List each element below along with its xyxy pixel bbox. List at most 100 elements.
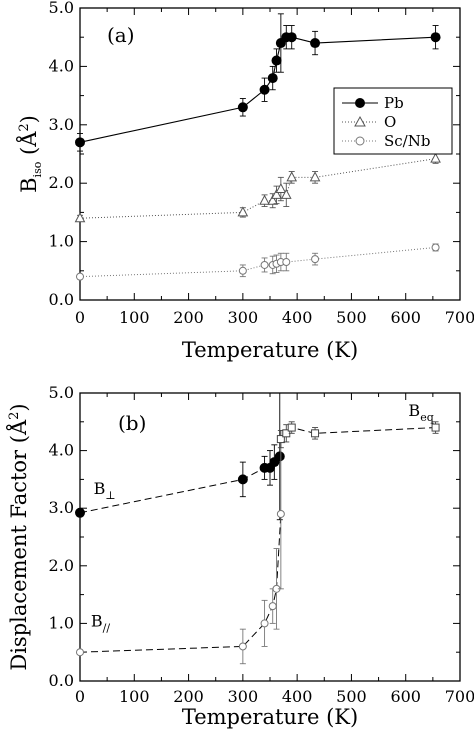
x-tick-label: 600 [390,687,421,706]
x-tick-label: 0 [75,308,85,327]
panel-a-y-label-unit: (Å [16,131,41,162]
panel-b-tag: (b) [118,411,146,435]
data-point [237,102,248,113]
data-point [238,642,247,651]
series-b- [75,392,285,521]
series-b- [76,438,285,665]
y-tick-label: 0.0 [49,290,74,309]
data-point [75,137,85,148]
panel-a-tick-labels: 0 100 200 300 400 500 600 700 0.0 1.0 2.0 3.0 4.0 5.0 [49,0,474,327]
panel-a-y-label-sup: 2 [17,123,32,131]
panel-a-y-label-main: B [17,177,41,192]
data-point [286,32,297,43]
legend-frame [333,87,453,155]
x-tick-label: 300 [228,308,259,327]
x-tick-label: 300 [228,687,259,706]
panel-b-frame [79,392,461,682]
panel-a-x-axis-label: Temperature (K) [182,338,358,362]
data-point [74,212,86,223]
legend-marker-pb [355,98,365,108]
panel-a-series [74,13,441,281]
annotation-label: Beq [408,401,433,424]
x-tick-label: 200 [173,308,204,327]
y-tick-label: 5.0 [49,383,74,402]
series-o [74,152,441,223]
x-tick-label: 400 [282,308,313,327]
y-tick-label: 1.0 [49,232,74,251]
panel-b: 0 100 200 300 400 500 600 700 0.0 1.0 2.0 3.0 4.0 5.0… [6,383,474,729]
y-tick-label: 4.0 [49,441,74,460]
panel-b-y-label-main: Displacement Factor (Å [6,419,31,671]
panel-a-tag: (a) [107,23,135,47]
data-point [287,423,296,432]
annotation-label: B// [91,611,110,634]
series-beq [276,421,440,449]
series-line [280,427,436,440]
series-line [79,158,436,219]
data-point [430,32,441,43]
panel-b-y-label-sup: 2 [7,412,22,420]
data-point [275,182,287,194]
panel-a-y-label-sub: iso [31,161,44,177]
panel-b-ticks [79,392,461,682]
panel-b-annotations: Beq B⊥ B// [91,401,434,634]
y-tick-label: 4.0 [49,56,74,75]
annotation-label: B⊥ [94,479,116,502]
data-point [430,152,441,163]
data-point [268,602,277,611]
x-tick-label: 400 [282,687,313,706]
panel-a-y-label-close: ) [17,115,41,123]
panel-b-tick-labels: 0 100 200 300 400 500 600 700 0.0 1.0 2.0 3.0 4.0 5.0 [49,383,474,706]
series-line [79,246,436,278]
data-point [431,423,440,432]
legend-marker-scnb [355,136,365,146]
data-point [271,188,282,199]
annotation-sub: eq [420,411,434,424]
series-line [79,36,436,143]
legend-label-o: O [384,113,396,131]
data-point [76,648,84,657]
panel-a-y-axis-label: Biso (Å2) [16,115,44,193]
x-tick-label: 0 [75,687,85,706]
data-point [238,266,247,275]
annotation-main: B [94,479,106,498]
data-point [271,55,282,66]
panel-b-x-axis-label: Temperature (K) [182,705,358,729]
data-point [286,171,298,182]
x-tick-label: 700 [445,687,474,706]
x-tick-label: 200 [173,687,204,706]
series-sc-nb [76,243,440,281]
y-tick-label: 3.0 [49,498,74,517]
data-point [267,194,279,205]
legend-label-scnb: Sc/Nb [384,132,430,150]
data-point [237,474,248,485]
data-point [282,258,291,267]
legend-marker-o [354,115,366,127]
x-tick-label: 100 [119,687,150,706]
panel-b-series [75,392,440,665]
data-point [274,451,285,462]
y-tick-label: 5.0 [49,0,74,17]
y-tick-label: 0.0 [49,671,74,690]
data-point [309,171,321,182]
data-point [76,272,84,281]
x-tick-label: 700 [445,308,474,327]
series-line [79,456,281,514]
annotation-main: B [91,611,103,630]
series-line [79,513,282,653]
data-point [267,73,278,84]
data-point [276,509,285,518]
data-point [75,507,85,518]
data-point [310,38,321,49]
data-point [311,429,320,438]
series-pb [75,13,441,152]
x-tick-label: 600 [390,308,421,327]
y-tick-label: 2.0 [49,173,74,192]
x-tick-label: 500 [336,308,367,327]
y-tick-label: 3.0 [49,115,74,134]
panel-b-y-axis-label: Displacement Factor (Å2) [6,403,31,670]
annotation-main: B [408,401,420,420]
data-point [431,243,440,252]
data-point [280,188,292,199]
